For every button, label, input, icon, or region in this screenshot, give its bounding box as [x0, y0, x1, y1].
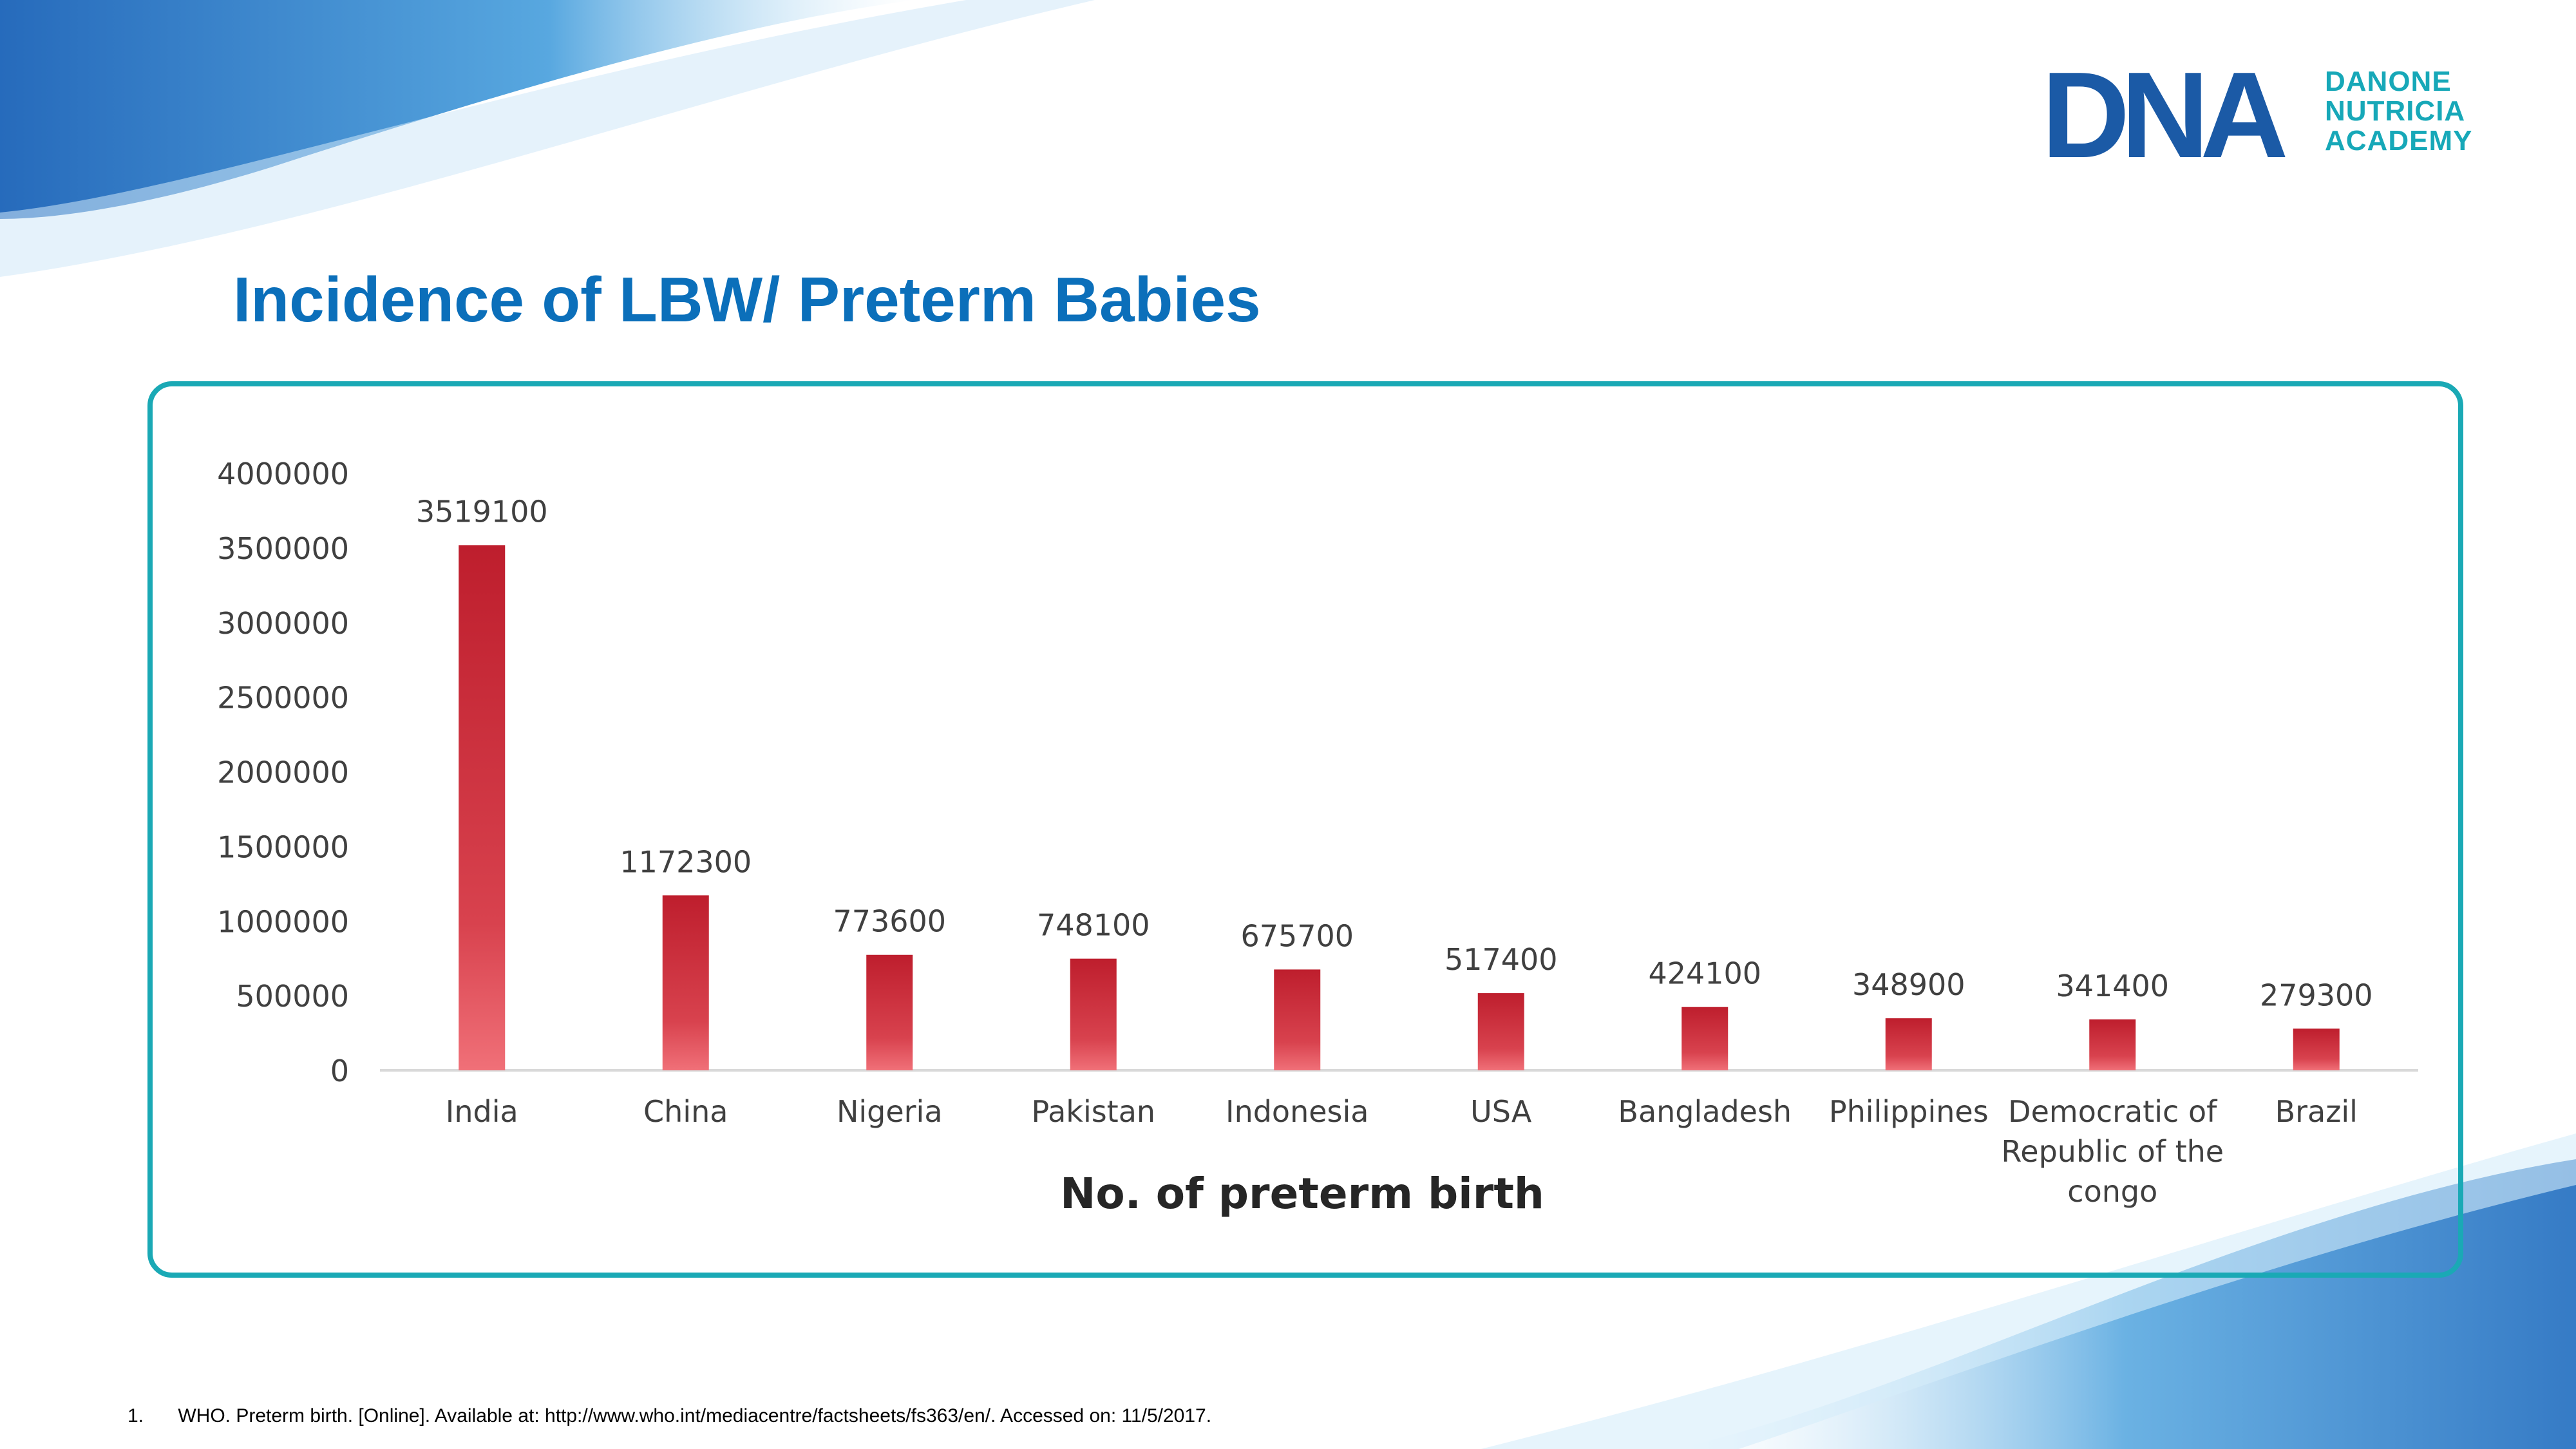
data-label: 773600 — [833, 904, 946, 939]
top-left-swoosh-light — [0, 0, 1095, 277]
bars — [459, 545, 2340, 1070]
logo-line-nutricia: NUTRICIA — [2325, 95, 2466, 127]
category-label: Philippines — [1829, 1094, 1989, 1129]
dna-logo-wordmark: DANONE NUTRICIA ACADEMY — [2325, 67, 2505, 156]
logo-line-danone: DANONE — [2325, 66, 2452, 97]
page-title: Incidence of LBW/ Preterm Babies — [233, 264, 1261, 335]
category-label: Democratic of Republic of the congo — [2001, 1094, 2224, 1209]
data-label: 1172300 — [620, 844, 752, 879]
bar — [1885, 1018, 1932, 1070]
category-label: Brazil — [2275, 1094, 2358, 1129]
dna-logo: DNA DANONE NUTRICIA ACADEMY — [2041, 62, 2505, 165]
dna-logo-mark: DNA — [2041, 62, 2295, 165]
data-label: 279300 — [2260, 978, 2373, 1012]
bar — [2089, 1019, 2136, 1070]
data-label: 424100 — [1648, 956, 1761, 991]
footnote: 1. WHO. Preterm birth. [Online]. Availab… — [128, 1405, 1211, 1427]
y-tick-label: 0 — [330, 1054, 349, 1088]
footnote-number: 1. — [128, 1405, 144, 1426]
bar — [459, 545, 506, 1070]
category-label: Nigeria — [837, 1094, 943, 1129]
data-label: 748100 — [1037, 908, 1150, 943]
y-tick-label: 2500000 — [217, 681, 349, 715]
y-tick-label: 2000000 — [217, 755, 349, 790]
bar — [1477, 993, 1524, 1070]
bar — [1274, 969, 1321, 1070]
bottom-right-swoosh-light — [1481, 1133, 2576, 1449]
bar — [662, 895, 709, 1070]
bar — [1681, 1007, 1728, 1070]
bar — [1070, 958, 1117, 1070]
category-label: China — [643, 1094, 728, 1129]
category-label: Indonesia — [1226, 1094, 1368, 1129]
data-label: 675700 — [1240, 918, 1354, 953]
chart-frame — [147, 381, 2463, 1278]
bar — [2293, 1028, 2340, 1070]
y-tick-label: 3500000 — [217, 531, 349, 566]
data-label: 341400 — [2056, 969, 2169, 1003]
x-axis-title: No. of preterm birth — [1060, 1169, 1544, 1218]
data-label: 3519100 — [416, 494, 548, 529]
bar — [866, 954, 913, 1070]
category-label: Pakistan — [1031, 1094, 1155, 1129]
y-tick-label: 4000000 — [217, 457, 349, 491]
top-left-swoosh — [0, 0, 914, 219]
category-labels: India China Nigeria Pakistan Indonesia USA Ban… — [446, 1094, 2358, 1209]
dna-logo-letters: DNA — [2041, 62, 2286, 165]
data-labels: 3519100 1172300 773600 748100 675700 517400 42… — [416, 494, 2373, 1012]
y-tick-label: 3000000 — [217, 606, 349, 641]
y-tick-label: 1500000 — [217, 829, 349, 864]
y-tick-label: 500000 — [236, 979, 349, 1014]
logo-line-academy: ACADEMY — [2325, 125, 2473, 156]
data-label: 348900 — [1852, 967, 1965, 1002]
y-tick-label: 1000000 — [217, 904, 349, 939]
y-axis-ticks: 0 500000 1000000 1500000 2000000 2500000 30000… — [217, 457, 349, 1088]
data-label: 517400 — [1444, 942, 1558, 977]
category-label: USA — [1470, 1094, 1532, 1129]
category-label: India — [446, 1094, 518, 1129]
category-label: Bangladesh — [1618, 1094, 1792, 1129]
footnote-text: WHO. Preterm birth. [Online]. Available … — [178, 1405, 1212, 1426]
